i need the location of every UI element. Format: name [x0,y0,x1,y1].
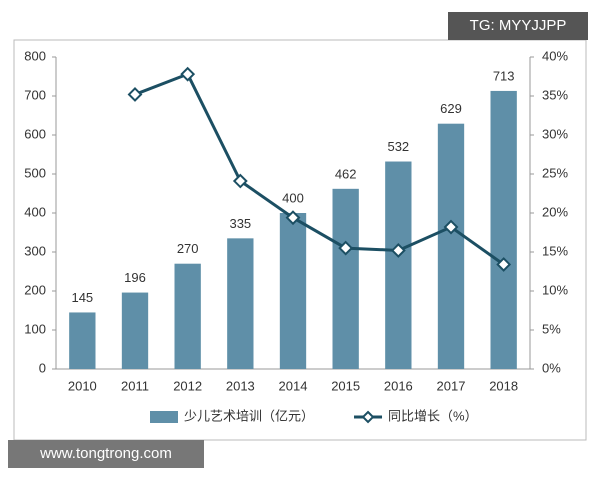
y-tick-label: 600 [24,126,46,141]
y2-tick-label: 15% [542,243,568,258]
y-tick-label: 700 [24,87,46,102]
data-label: 196 [124,270,146,285]
y2-tick-label: 0% [542,360,561,375]
x-tick-label: 2015 [331,378,360,393]
data-label: 532 [387,139,409,154]
x-tick-label: 2014 [279,378,308,393]
legend-label: 同比增长（%） [388,408,478,423]
bar [121,292,149,369]
legend-label: 少儿艺术培训（亿元） [184,408,314,423]
data-label: 400 [282,190,304,205]
legend-swatch [150,411,178,423]
x-tick-label: 2010 [68,378,97,393]
marker [285,210,301,226]
data-label: 270 [177,241,199,256]
y-tick-label: 300 [24,243,46,258]
y-tick-label: 0 [39,360,46,375]
y2-tick-label: 30% [542,126,568,141]
marker [496,257,512,272]
watermark: TG: MYYJJPP [470,17,567,34]
marker [180,66,196,82]
bar [69,312,96,369]
bar [437,123,465,369]
data-label: 462 [335,166,357,181]
y2-tick-label: 10% [542,282,568,297]
y2-tick-label: 35% [542,87,568,102]
data-label: 629 [440,101,462,116]
y2-tick-label: 20% [542,204,568,219]
bar [490,90,517,370]
y-tick-label: 400 [24,204,46,219]
x-tick-label: 2013 [226,378,255,393]
bar [174,263,201,369]
legend-marker [361,410,375,424]
marker [443,219,459,235]
x-tick-label: 2017 [437,378,466,393]
bar [279,213,307,369]
y2-tick-label: 40% [542,48,568,63]
watermark-box [8,440,204,468]
data-label: 713 [493,68,515,83]
marker [338,240,354,256]
data-label: 145 [71,290,93,305]
y-tick-label: 500 [24,165,46,180]
watermark-box [448,12,588,40]
x-tick-label: 2016 [384,378,413,393]
line [134,72,505,266]
y2-tick-label: 5% [542,321,561,336]
marker [232,173,248,189]
x-tick-label: 2018 [489,378,518,393]
y-tick-label: 800 [24,48,46,63]
marker [127,87,143,102]
marker [390,243,406,258]
y-tick-label: 100 [24,321,46,336]
bar [227,238,254,369]
bar [385,161,412,369]
x-tick-label: 2011 [121,378,149,393]
y-tick-label: 200 [24,282,46,297]
x-tick-label: 2012 [173,378,202,393]
bar [332,188,359,369]
data-label: 335 [229,216,251,231]
watermark: www.tongtrong.com [39,445,172,462]
y2-tick-label: 25% [542,165,568,180]
